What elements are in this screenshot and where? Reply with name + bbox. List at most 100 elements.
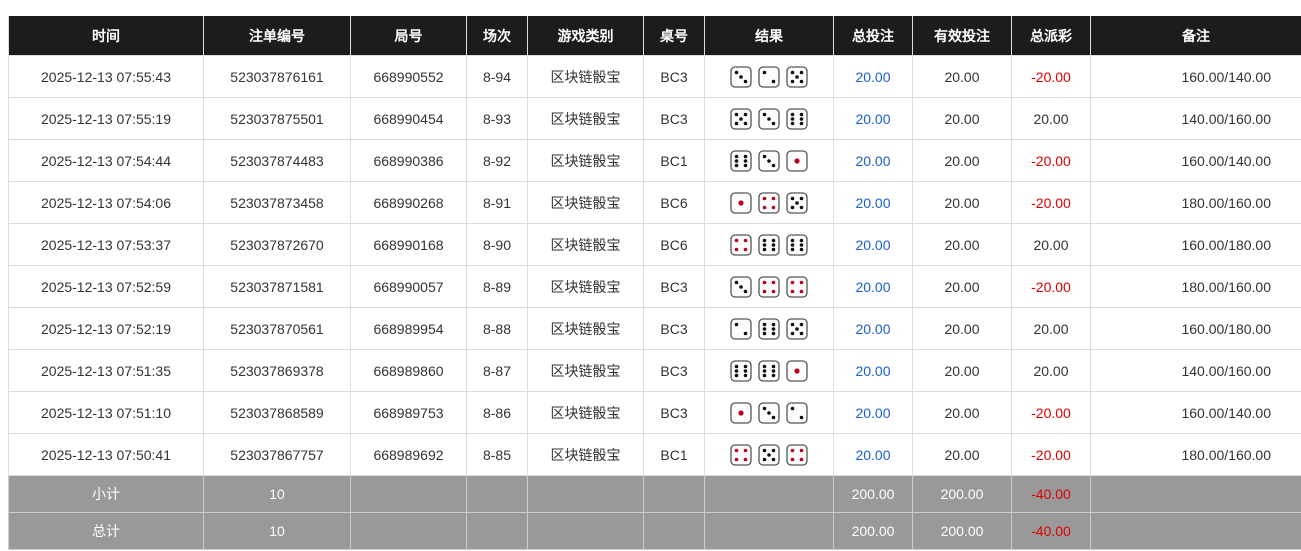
grand-total-row: 总计 10 200.00 200.00 -40.00 <box>8 512 1301 550</box>
cell-bet-id: 523037867757 <box>203 433 351 476</box>
cell-bet-id: 523037875501 <box>203 97 351 140</box>
die-2-icon <box>758 65 780 88</box>
header-round: 局号 <box>350 16 467 56</box>
die-3-icon <box>758 107 780 130</box>
table-row: 2025-12-13 07:51:10 523037868589 668989753… <box>8 391 1301 434</box>
table-row: 2025-12-13 07:52:19 523037870561 668989954… <box>8 307 1301 350</box>
summary-empty <box>466 475 528 513</box>
dice-result <box>730 149 808 172</box>
table-row: 2025-12-13 07:53:37 523037872670 668990168… <box>8 223 1301 266</box>
summary-empty <box>527 475 644 513</box>
cell-total-payout: 20.00 <box>1011 349 1091 392</box>
cell-result <box>704 349 834 392</box>
summary-empty <box>1090 475 1301 513</box>
summary-count: 10 <box>203 512 351 550</box>
cell-round: 668989753 <box>350 391 467 434</box>
cell-table-no: BC3 <box>643 349 705 392</box>
table-row: 2025-12-13 07:55:19 523037875501 668990454… <box>8 97 1301 140</box>
die-5-icon <box>786 191 808 214</box>
cell-total-payout: -20.00 <box>1011 139 1091 182</box>
cell-time: 2025-12-13 07:51:35 <box>8 349 204 392</box>
cell-round: 668989692 <box>350 433 467 476</box>
cell-result <box>704 223 834 266</box>
cell-round: 668989860 <box>350 349 467 392</box>
summary-label: 小计 <box>8 475 204 513</box>
table-row: 2025-12-13 07:50:41 523037867757 668989692… <box>8 433 1301 476</box>
cell-note: 140.00/160.00 <box>1090 97 1301 140</box>
cell-game-type: 区块链骰宝 <box>527 265 644 308</box>
cell-session: 8-92 <box>466 139 528 182</box>
cell-total-bet: 20.00 <box>833 55 913 98</box>
cell-valid-bet: 20.00 <box>912 223 1012 266</box>
cell-note: 160.00/140.00 <box>1090 139 1301 182</box>
summary-empty <box>350 475 467 513</box>
summary-empty <box>704 512 834 550</box>
cell-valid-bet: 20.00 <box>912 55 1012 98</box>
summary-empty <box>643 475 705 513</box>
cell-total-bet: 20.00 <box>833 139 913 182</box>
dice-result <box>730 401 808 424</box>
cell-bet-id: 523037870561 <box>203 307 351 350</box>
cell-game-type: 区块链骰宝 <box>527 391 644 434</box>
dice-result <box>730 65 808 88</box>
die-1-icon <box>730 401 752 424</box>
cell-game-type: 区块链骰宝 <box>527 181 644 224</box>
summary-label: 总计 <box>8 512 204 550</box>
summary-payout: -40.00 <box>1011 512 1091 550</box>
cell-valid-bet: 20.00 <box>912 391 1012 434</box>
summary-empty <box>704 475 834 513</box>
dice-result <box>730 191 808 214</box>
cell-valid-bet: 20.00 <box>912 181 1012 224</box>
cell-total-bet: 20.00 <box>833 307 913 350</box>
cell-table-no: BC1 <box>643 139 705 182</box>
cell-time: 2025-12-13 07:54:44 <box>8 139 204 182</box>
cell-bet-id: 523037873458 <box>203 181 351 224</box>
cell-total-payout: -20.00 <box>1011 55 1091 98</box>
die-6-icon <box>730 359 752 382</box>
cell-game-type: 区块链骰宝 <box>527 139 644 182</box>
cell-valid-bet: 20.00 <box>912 349 1012 392</box>
die-3-icon <box>758 149 780 172</box>
cell-session: 8-86 <box>466 391 528 434</box>
cell-result <box>704 391 834 434</box>
cell-time: 2025-12-13 07:50:41 <box>8 433 204 476</box>
cell-session: 8-91 <box>466 181 528 224</box>
cell-table-no: BC3 <box>643 391 705 434</box>
table-row: 2025-12-13 07:51:35 523037869378 668989860… <box>8 349 1301 392</box>
cell-table-no: BC3 <box>643 97 705 140</box>
cell-note: 180.00/160.00 <box>1090 181 1301 224</box>
cell-total-bet: 20.00 <box>833 349 913 392</box>
die-6-icon <box>786 233 808 256</box>
die-4-icon <box>786 275 808 298</box>
cell-result <box>704 307 834 350</box>
cell-time: 2025-12-13 07:55:43 <box>8 55 204 98</box>
cell-round: 668990552 <box>350 55 467 98</box>
summary-total-bet: 200.00 <box>833 475 913 513</box>
die-4-icon <box>758 191 780 214</box>
summary-valid-bet: 200.00 <box>912 475 1012 513</box>
cell-game-type: 区块链骰宝 <box>527 223 644 266</box>
cell-result <box>704 265 834 308</box>
cell-note: 180.00/160.00 <box>1090 433 1301 476</box>
cell-time: 2025-12-13 07:52:59 <box>8 265 204 308</box>
cell-result <box>704 55 834 98</box>
die-6-icon <box>786 107 808 130</box>
header-note: 备注 <box>1090 16 1301 56</box>
cell-round: 668990057 <box>350 265 467 308</box>
cell-valid-bet: 20.00 <box>912 139 1012 182</box>
cell-total-bet: 20.00 <box>833 97 913 140</box>
die-5-icon <box>758 443 780 466</box>
cell-bet-id: 523037874483 <box>203 139 351 182</box>
cell-session: 8-85 <box>466 433 528 476</box>
cell-game-type: 区块链骰宝 <box>527 433 644 476</box>
summary-empty <box>527 512 644 550</box>
summary-empty <box>350 512 467 550</box>
cell-note: 160.00/140.00 <box>1090 391 1301 434</box>
header-game-type: 游戏类别 <box>527 16 644 56</box>
summary-empty <box>643 512 705 550</box>
cell-table-no: BC3 <box>643 307 705 350</box>
cell-session: 8-93 <box>466 97 528 140</box>
header-valid-bet: 有效投注 <box>912 16 1012 56</box>
cell-time: 2025-12-13 07:52:19 <box>8 307 204 350</box>
table-row: 2025-12-13 07:55:43 523037876161 668990552… <box>8 55 1301 98</box>
